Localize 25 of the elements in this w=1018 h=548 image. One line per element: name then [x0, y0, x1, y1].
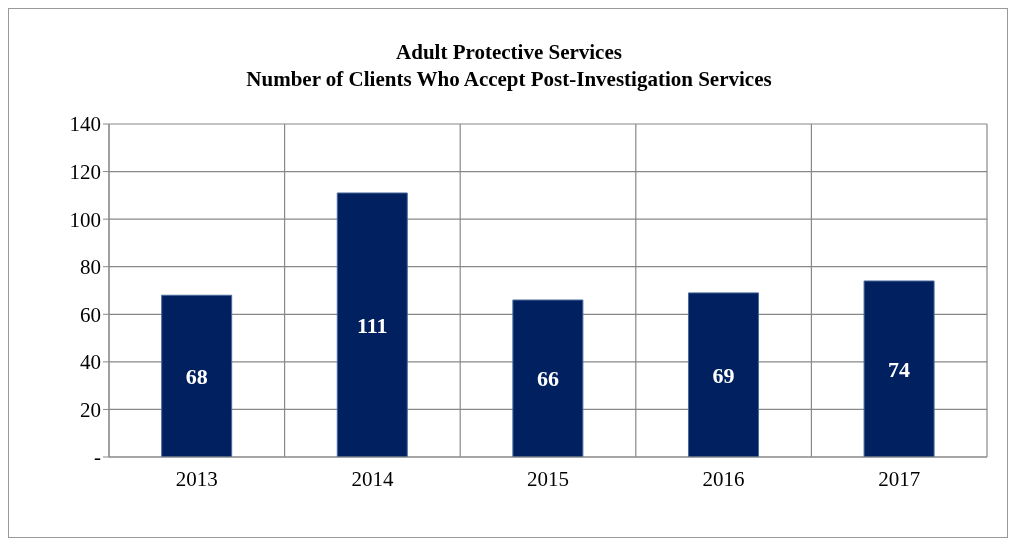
data-label: 68 [185, 363, 208, 389]
x-tick-label: 2014 [351, 466, 394, 491]
chart-subtitle: Number of Clients Who Accept Post-Investigation Services [245, 66, 773, 93]
y-tick-label: 80 [80, 255, 101, 280]
x-tick-label: 2015 [527, 466, 569, 491]
x-tick-label: 2017 [878, 466, 921, 491]
chart-title: Adult Protective Services [395, 39, 623, 66]
y-tick-label: 140 [69, 112, 101, 137]
y-tick-label: 100 [69, 207, 101, 232]
data-label: 66 [536, 366, 559, 392]
bar [863, 280, 935, 457]
y-tick-label: - [94, 445, 101, 470]
bar [336, 192, 408, 457]
y-tick-label: 40 [80, 350, 101, 375]
bar [512, 299, 584, 457]
y-tick-label: 20 [80, 397, 101, 422]
x-tick-label: 2013 [175, 466, 218, 491]
data-label: 69 [712, 362, 735, 388]
bar [161, 294, 233, 457]
y-tick-label: 120 [69, 160, 101, 185]
y-tick-label: 60 [80, 302, 101, 327]
x-tick-label: 2016 [702, 466, 745, 491]
bar [687, 292, 759, 457]
data-label: 74 [888, 356, 911, 382]
data-label: 111 [356, 312, 388, 338]
